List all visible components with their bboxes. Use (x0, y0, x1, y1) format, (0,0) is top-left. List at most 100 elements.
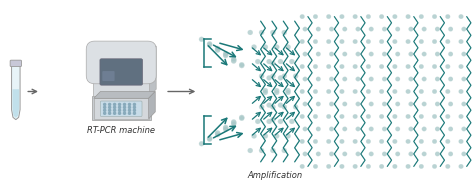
Circle shape (406, 64, 410, 69)
Circle shape (274, 88, 279, 93)
Circle shape (266, 59, 272, 64)
Circle shape (353, 164, 357, 169)
Circle shape (379, 114, 384, 119)
Circle shape (118, 109, 120, 111)
Circle shape (215, 130, 220, 135)
Circle shape (379, 39, 384, 44)
Circle shape (422, 27, 427, 31)
Circle shape (133, 106, 136, 108)
Circle shape (382, 77, 387, 81)
Circle shape (446, 64, 450, 69)
Circle shape (409, 52, 413, 56)
Circle shape (133, 103, 136, 105)
Circle shape (326, 164, 331, 169)
Circle shape (448, 27, 453, 31)
Circle shape (199, 141, 204, 146)
Polygon shape (93, 46, 156, 51)
Circle shape (353, 39, 357, 44)
Circle shape (326, 89, 331, 94)
Circle shape (223, 126, 228, 131)
Circle shape (409, 152, 413, 156)
Circle shape (293, 74, 298, 79)
Circle shape (313, 89, 318, 94)
Circle shape (114, 109, 116, 111)
FancyBboxPatch shape (100, 59, 143, 85)
Polygon shape (94, 98, 149, 119)
Circle shape (392, 114, 397, 119)
Circle shape (406, 39, 410, 44)
Circle shape (215, 131, 220, 136)
Circle shape (270, 104, 275, 109)
Circle shape (270, 148, 275, 153)
Circle shape (419, 164, 424, 169)
Circle shape (326, 114, 331, 119)
Circle shape (339, 164, 344, 169)
Circle shape (274, 133, 279, 139)
Circle shape (395, 152, 400, 156)
Circle shape (231, 58, 237, 63)
Circle shape (270, 30, 275, 35)
Circle shape (300, 114, 305, 119)
Circle shape (231, 57, 237, 62)
Circle shape (303, 127, 308, 131)
Circle shape (339, 114, 344, 119)
Circle shape (251, 44, 256, 50)
Circle shape (395, 102, 400, 106)
Circle shape (379, 164, 384, 169)
Circle shape (419, 139, 424, 144)
Circle shape (369, 77, 374, 81)
Circle shape (300, 39, 305, 44)
Circle shape (326, 64, 331, 69)
Circle shape (446, 114, 450, 119)
Circle shape (313, 164, 318, 169)
Circle shape (329, 52, 334, 56)
Circle shape (239, 63, 244, 68)
Circle shape (313, 14, 318, 19)
Circle shape (356, 52, 360, 56)
Circle shape (382, 152, 387, 156)
Circle shape (419, 64, 424, 69)
FancyBboxPatch shape (10, 60, 21, 67)
Circle shape (432, 39, 437, 44)
Circle shape (366, 39, 371, 44)
Circle shape (329, 152, 334, 156)
Circle shape (293, 104, 298, 109)
Circle shape (303, 102, 308, 106)
Circle shape (379, 89, 384, 94)
Circle shape (422, 77, 427, 81)
Circle shape (419, 114, 424, 119)
Circle shape (239, 116, 244, 121)
Circle shape (282, 30, 287, 35)
Circle shape (432, 114, 437, 119)
Circle shape (114, 112, 116, 114)
Circle shape (255, 59, 260, 64)
Circle shape (274, 44, 279, 50)
Circle shape (316, 52, 320, 56)
Circle shape (223, 125, 228, 130)
Circle shape (356, 152, 360, 156)
Circle shape (263, 90, 268, 95)
Circle shape (382, 102, 387, 106)
Circle shape (432, 14, 437, 19)
Circle shape (207, 42, 212, 47)
Circle shape (118, 103, 120, 105)
Circle shape (231, 119, 237, 124)
Circle shape (409, 102, 413, 106)
Circle shape (382, 27, 387, 31)
Circle shape (435, 27, 440, 31)
Circle shape (406, 164, 410, 169)
Circle shape (339, 139, 344, 144)
Circle shape (266, 119, 272, 124)
Circle shape (289, 119, 294, 124)
Circle shape (446, 14, 450, 19)
Circle shape (392, 14, 397, 19)
Circle shape (124, 103, 126, 105)
Circle shape (392, 89, 397, 94)
Circle shape (270, 117, 275, 122)
Circle shape (278, 103, 283, 108)
Circle shape (300, 139, 305, 144)
Circle shape (329, 102, 334, 106)
Circle shape (459, 164, 464, 169)
Circle shape (109, 103, 110, 105)
Circle shape (259, 74, 264, 79)
